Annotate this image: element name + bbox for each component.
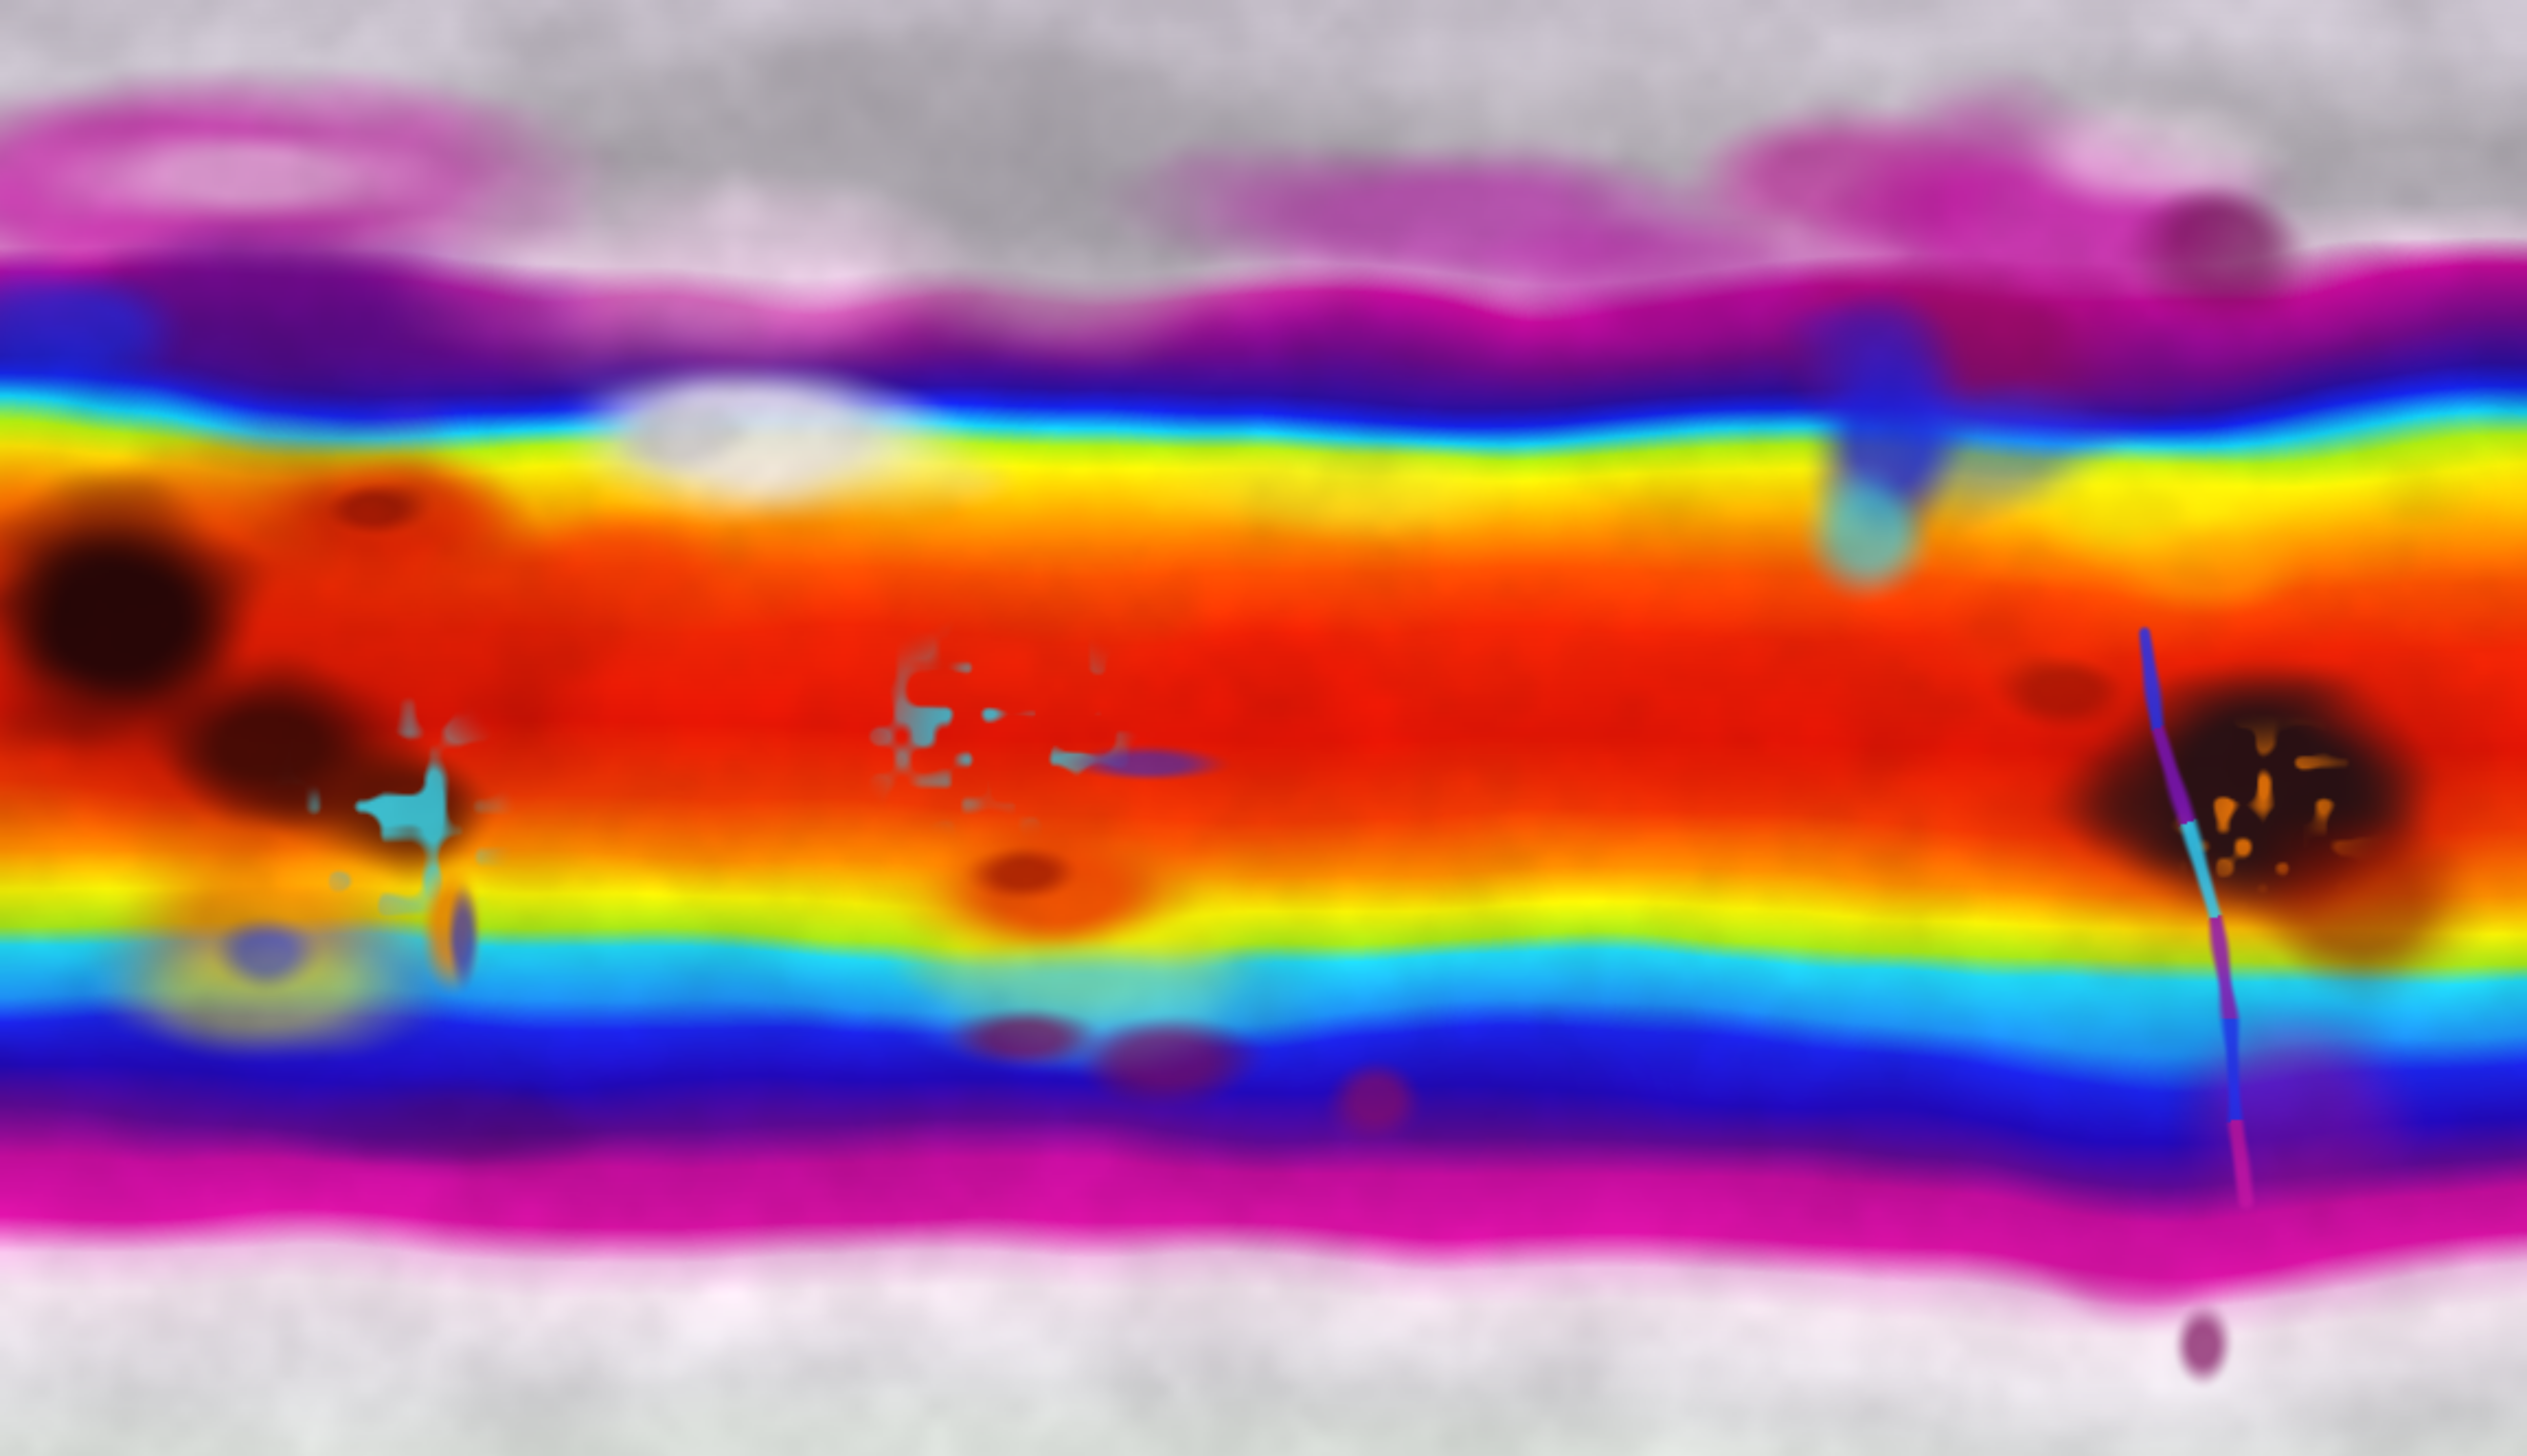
global-heatmap-canvas — [0, 0, 2527, 1456]
world-map — [0, 0, 2527, 1456]
